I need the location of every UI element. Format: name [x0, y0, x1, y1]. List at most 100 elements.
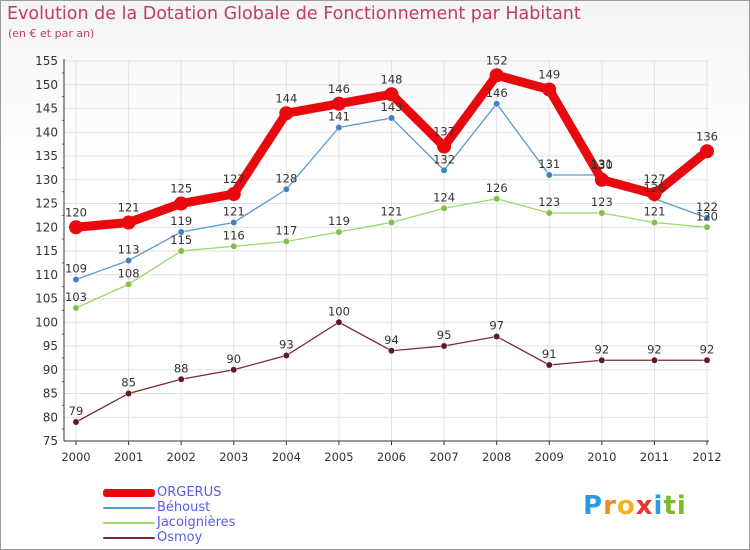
- x-tick-label: 2012: [692, 450, 721, 464]
- logo-letter: i: [653, 491, 664, 521]
- point-osmoy: [335, 318, 343, 326]
- point-orgerus: [700, 144, 714, 159]
- x-tick-label: 2008: [482, 450, 511, 464]
- point-osmoy: [545, 361, 553, 369]
- data-label-orgerus: 130: [591, 158, 613, 172]
- data-label-orgerus: 127: [223, 172, 245, 186]
- axes: 75 80 85 90 95 100 105 110 115 120 125 130 135 140 145…: [35, 54, 722, 464]
- point-orgerus: [174, 196, 189, 211]
- data-label-behoust: 119: [170, 214, 192, 228]
- data-label-behoust: 146: [486, 86, 508, 100]
- data-label-osmoy: 92: [647, 342, 662, 356]
- data-label-behoust: 128: [275, 171, 297, 185]
- data-label-osmoy: 85: [121, 376, 136, 390]
- data-label-osmoy: 94: [384, 333, 399, 347]
- series: [69, 68, 714, 426]
- data-label-behoust: 131: [538, 157, 560, 171]
- data-label-jacoignieres: 123: [591, 195, 613, 209]
- y-tick-label: 140: [35, 125, 58, 139]
- point-jacoignieres: [598, 209, 606, 217]
- legend-label: Osmoy: [157, 530, 203, 545]
- point-jacoignieres: [72, 304, 80, 312]
- y-tick-label: 110: [35, 268, 58, 282]
- data-label-behoust: 109: [65, 262, 87, 276]
- data-label-orgerus: 137: [433, 125, 455, 139]
- y-tick-label: 90: [43, 363, 58, 377]
- x-tick-label: 2011: [640, 450, 669, 464]
- y-tick-label: 100: [35, 315, 58, 329]
- point-osmoy: [388, 347, 395, 355]
- data-label-behoust: 132: [433, 152, 455, 166]
- chart-subtitle: (en € et par an): [8, 27, 95, 40]
- y-tick-label: 145: [35, 102, 58, 116]
- point-behoust: [440, 166, 448, 174]
- grid: [64, 60, 709, 442]
- point-behoust: [545, 171, 553, 179]
- y-tick-label: 80: [43, 410, 58, 424]
- data-label-jacoignieres: 103: [65, 290, 87, 304]
- logo-letter: o: [616, 491, 636, 521]
- data-label-osmoy: 93: [279, 338, 294, 352]
- data-label-orgerus: 148: [381, 72, 403, 86]
- chart-title: Evolution de la Dotation Globale de Fonc…: [7, 4, 581, 24]
- logo-letter: t: [663, 491, 677, 521]
- proxiti-logo: Proxiti: [583, 491, 687, 521]
- point-osmoy: [440, 342, 448, 350]
- y-tick-label: 130: [35, 173, 58, 187]
- point-orgerus: [331, 96, 346, 111]
- logo-letter: x: [635, 491, 654, 521]
- x-tick-label: 2010: [587, 450, 616, 464]
- point-behoust: [335, 124, 343, 131]
- data-label-jacoignieres: 124: [433, 190, 455, 204]
- y-tick-label: 85: [43, 387, 58, 401]
- point-orgerus: [542, 82, 557, 97]
- point-orgerus: [279, 106, 294, 121]
- point-osmoy: [703, 356, 711, 364]
- point-jacoignieres: [335, 228, 343, 236]
- x-tick-label: 2007: [429, 450, 458, 464]
- y-tick-label: 125: [35, 197, 58, 211]
- logo-letter: P: [583, 491, 604, 521]
- point-behoust: [177, 228, 185, 236]
- y-tick-label: 105: [35, 292, 58, 306]
- x-tick-label: 2009: [535, 450, 564, 464]
- data-label-osmoy: 100: [328, 304, 350, 318]
- data-label-orgerus: 144: [275, 91, 297, 105]
- point-orgerus: [594, 172, 609, 187]
- point-jacoignieres: [493, 195, 501, 203]
- point-behoust: [72, 276, 80, 283]
- point-osmoy: [493, 333, 501, 340]
- data-label-jacoignieres: 123: [538, 195, 560, 209]
- x-tick-label: 2004: [272, 450, 301, 464]
- point-behoust: [388, 114, 395, 122]
- legend-swatch: [103, 522, 155, 524]
- data-label-orgerus: 125: [170, 182, 192, 196]
- point-orgerus: [69, 220, 83, 235]
- y-tick-label: 135: [35, 149, 58, 163]
- point-behoust: [230, 219, 238, 226]
- y-tick-label: 120: [35, 220, 58, 234]
- legend-swatch: [103, 507, 155, 509]
- legend-swatch: [103, 537, 155, 539]
- data-label-jacoignieres: 121: [643, 205, 665, 219]
- data-label-osmoy: 92: [700, 342, 715, 356]
- point-jacoignieres: [545, 209, 553, 217]
- data-label-behoust: 143: [381, 100, 403, 114]
- data-label-behoust: 113: [118, 243, 140, 257]
- point-osmoy: [598, 356, 606, 364]
- data-label-jacoignieres: 115: [170, 233, 192, 247]
- point-jacoignieres: [650, 219, 658, 226]
- data-label-jacoignieres: 121: [381, 205, 403, 219]
- x-tick-label: 2001: [114, 450, 143, 464]
- data-label-osmoy: 88: [174, 361, 189, 375]
- data-label-jacoignieres: 119: [328, 214, 350, 228]
- logo-letter: r: [603, 491, 617, 521]
- logo-letter: i: [676, 491, 687, 521]
- point-orgerus: [121, 215, 136, 230]
- point-jacoignieres: [282, 238, 290, 245]
- point-osmoy: [282, 352, 290, 359]
- data-label-osmoy: 95: [437, 328, 452, 342]
- point-osmoy: [72, 418, 80, 426]
